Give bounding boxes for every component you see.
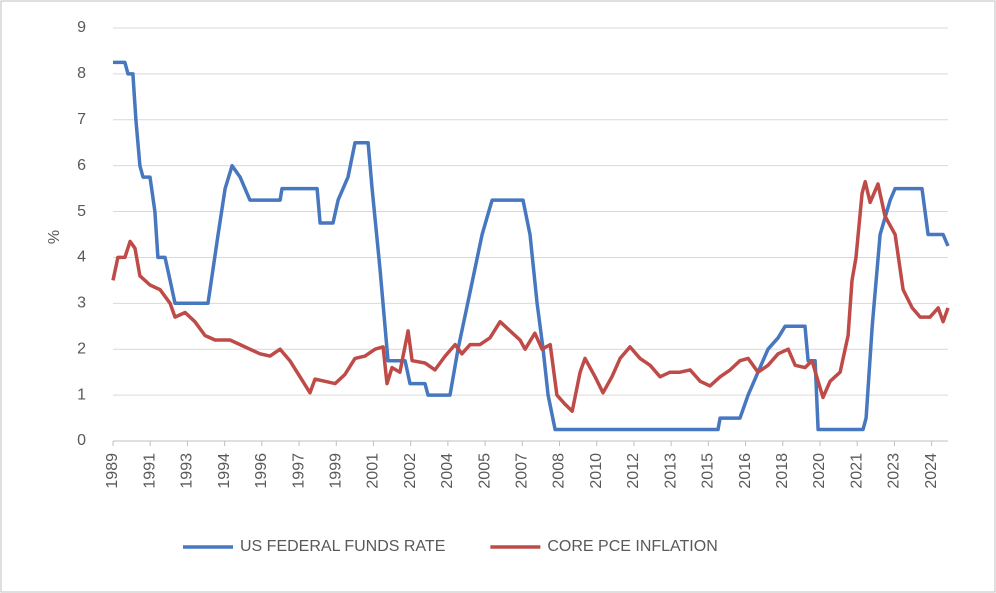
x-tick-label: 2008 xyxy=(551,453,568,489)
x-tick-label: 1999 xyxy=(327,453,344,489)
y-tick-label: 3 xyxy=(77,295,86,312)
x-tick-label: 2024 xyxy=(923,453,940,489)
x-tick-label: 1993 xyxy=(179,453,196,489)
y-tick-label: 7 xyxy=(77,111,86,128)
x-tick-label: 2016 xyxy=(737,453,754,489)
y-axis-label: % xyxy=(46,230,63,244)
y-tick-label: 1 xyxy=(77,386,86,403)
x-tick-label: 2004 xyxy=(439,453,456,489)
x-tick-label: 1996 xyxy=(253,453,270,489)
x-tick-label: 1989 xyxy=(104,453,121,489)
y-tick-label: 9 xyxy=(77,19,86,36)
series-line xyxy=(113,60,950,432)
x-tick-label: 2012 xyxy=(625,453,642,489)
x-tick-label: 2001 xyxy=(365,453,382,489)
legend-label: US FEDERAL FUNDS RATE xyxy=(240,538,445,555)
x-tick-label: 2021 xyxy=(848,453,865,489)
y-tick-label: 8 xyxy=(77,65,86,82)
series-line xyxy=(111,179,950,413)
x-tick-label: 2015 xyxy=(700,453,717,489)
x-tick-label: 2002 xyxy=(402,453,419,489)
x-tick-label: 1997 xyxy=(290,453,307,489)
x-tick-label: 2007 xyxy=(514,453,531,489)
y-tick-label: 0 xyxy=(77,432,86,449)
x-tick-label: 2013 xyxy=(662,453,679,489)
y-tick-label: 4 xyxy=(77,249,86,266)
x-tick-label: 2018 xyxy=(774,453,791,489)
y-tick-label: 5 xyxy=(77,203,86,220)
x-tick-label: 1994 xyxy=(216,453,233,489)
x-tick-label: 2020 xyxy=(811,453,828,489)
y-tick-label: 6 xyxy=(77,157,86,174)
x-tick-label: 1991 xyxy=(141,453,158,489)
x-tick-label: 2005 xyxy=(476,453,493,489)
x-tick-label: 2023 xyxy=(886,453,903,489)
y-tick-label: 2 xyxy=(77,340,86,357)
legend-label: CORE PCE INFLATION xyxy=(547,538,717,555)
x-tick-label: 2010 xyxy=(588,453,605,489)
